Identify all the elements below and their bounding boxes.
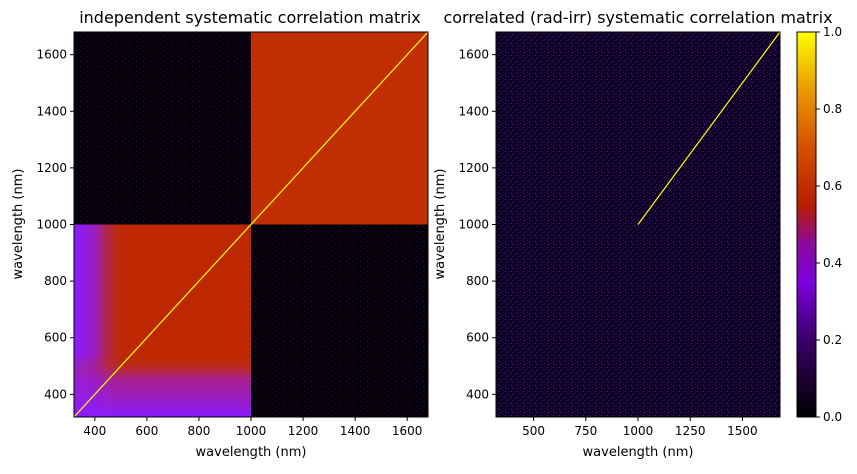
- axis-ticks-right: 500 750 1000 1250 1500 400 600 800 1000 1200 1400 1…: [458, 48, 757, 438]
- y-tick-label: 400: [466, 387, 489, 401]
- y-tick-label: 1000: [36, 218, 67, 232]
- x-tick-label: 500: [522, 424, 545, 438]
- y-tick-label: 600: [466, 331, 489, 345]
- axis-ticks-left: 400 600 800 1000 1200 1400 1600 400 600 800 1000 12…: [36, 48, 422, 438]
- panel-right: correlated (rad-irr) systematic correlat…: [433, 8, 833, 460]
- x-tick-label: 1600: [392, 424, 423, 438]
- x-tick-label: 800: [187, 424, 210, 438]
- colorbar-tick-label: 0.6: [823, 179, 842, 193]
- x-tick-label: 600: [135, 424, 158, 438]
- heatmap-block-3: [251, 224, 428, 417]
- y-tick-label: 1200: [458, 161, 489, 175]
- heatmap-right: [496, 31, 781, 417]
- x-tick-label: 1250: [675, 424, 706, 438]
- x-tick-label: 400: [83, 424, 106, 438]
- panel-left: independent systematic correlation matri…: [11, 8, 429, 460]
- colorbar-tick-label: 0.0: [823, 410, 842, 424]
- x-axis-label: wavelength (nm): [583, 445, 694, 460]
- colorbar-gradient: [796, 31, 817, 418]
- x-tick-label: 1400: [340, 424, 371, 438]
- y-tick-label: 400: [44, 387, 67, 401]
- y-tick-label: 1000: [458, 218, 489, 232]
- heatmap-diagonal: [73, 31, 429, 418]
- colorbar-ticks: 0.0 0.2 0.4 0.6 0.8 1.0: [816, 25, 842, 424]
- x-tick-label: 1200: [288, 424, 319, 438]
- y-tick-label: 1200: [36, 161, 67, 175]
- colorbar-tick-label: 1.0: [823, 25, 842, 39]
- y-tick-label: 1400: [36, 104, 67, 118]
- y-axis-label: wavelength (nm): [433, 169, 448, 280]
- y-tick-label: 1600: [36, 48, 67, 62]
- colorbar-tick-label: 0.4: [823, 256, 842, 270]
- y-tick-label: 800: [466, 274, 489, 288]
- y-tick-label: 800: [44, 274, 67, 288]
- colorbar: 0.0 0.2 0.4 0.6 0.8 1.0: [796, 25, 842, 424]
- chart-title: correlated (rad-irr) systematic correlat…: [443, 8, 832, 27]
- heatmap-diagonal: [637, 31, 781, 225]
- heatmap-block-2: [74, 32, 251, 225]
- y-axis-label: wavelength (nm): [11, 169, 26, 280]
- x-tick-label: 1000: [236, 424, 267, 438]
- heatmap-left: [73, 31, 429, 418]
- y-tick-label: 600: [44, 331, 67, 345]
- y-tick-label: 1400: [458, 104, 489, 118]
- y-tick-label: 1600: [458, 48, 489, 62]
- x-tick-label: 1500: [727, 424, 758, 438]
- x-tick-label: 750: [574, 424, 597, 438]
- colorbar-tick-label: 0.2: [823, 333, 842, 347]
- x-axis-label: wavelength (nm): [196, 445, 307, 460]
- colorbar-tick-label: 0.8: [823, 102, 842, 116]
- chart-title: independent systematic correlation matri…: [79, 8, 421, 27]
- x-tick-label: 1000: [623, 424, 654, 438]
